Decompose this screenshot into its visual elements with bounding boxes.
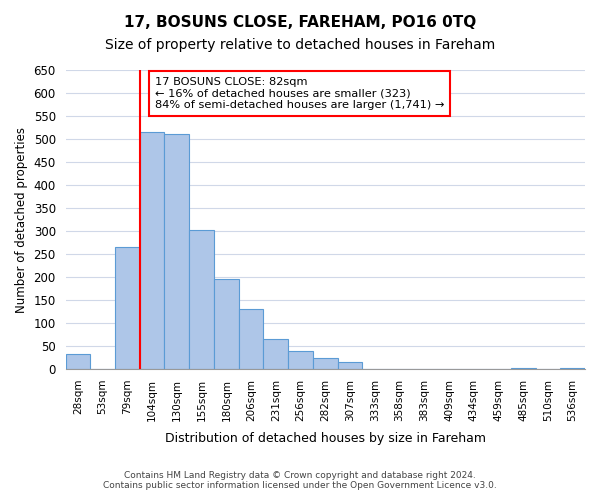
Bar xyxy=(511,368,536,369)
Bar xyxy=(288,350,313,369)
Text: Contains HM Land Registry data © Crown copyright and database right 2024.
Contai: Contains HM Land Registry data © Crown c… xyxy=(103,470,497,490)
Bar xyxy=(263,339,288,369)
Bar xyxy=(214,280,239,369)
Y-axis label: Number of detached properties: Number of detached properties xyxy=(15,126,28,312)
Bar xyxy=(140,132,164,369)
Bar xyxy=(560,368,585,369)
Text: 17 BOSUNS CLOSE: 82sqm
← 16% of detached houses are smaller (323)
84% of semi-de: 17 BOSUNS CLOSE: 82sqm ← 16% of detached… xyxy=(155,77,444,110)
Bar xyxy=(239,309,263,369)
Text: Size of property relative to detached houses in Fareham: Size of property relative to detached ho… xyxy=(105,38,495,52)
Bar xyxy=(65,354,90,369)
Bar xyxy=(164,134,189,369)
Bar xyxy=(189,230,214,369)
Text: 17, BOSUNS CLOSE, FAREHAM, PO16 0TQ: 17, BOSUNS CLOSE, FAREHAM, PO16 0TQ xyxy=(124,15,476,30)
X-axis label: Distribution of detached houses by size in Fareham: Distribution of detached houses by size … xyxy=(165,432,486,445)
Bar xyxy=(115,247,140,369)
Bar xyxy=(338,362,362,369)
Bar xyxy=(313,358,338,369)
